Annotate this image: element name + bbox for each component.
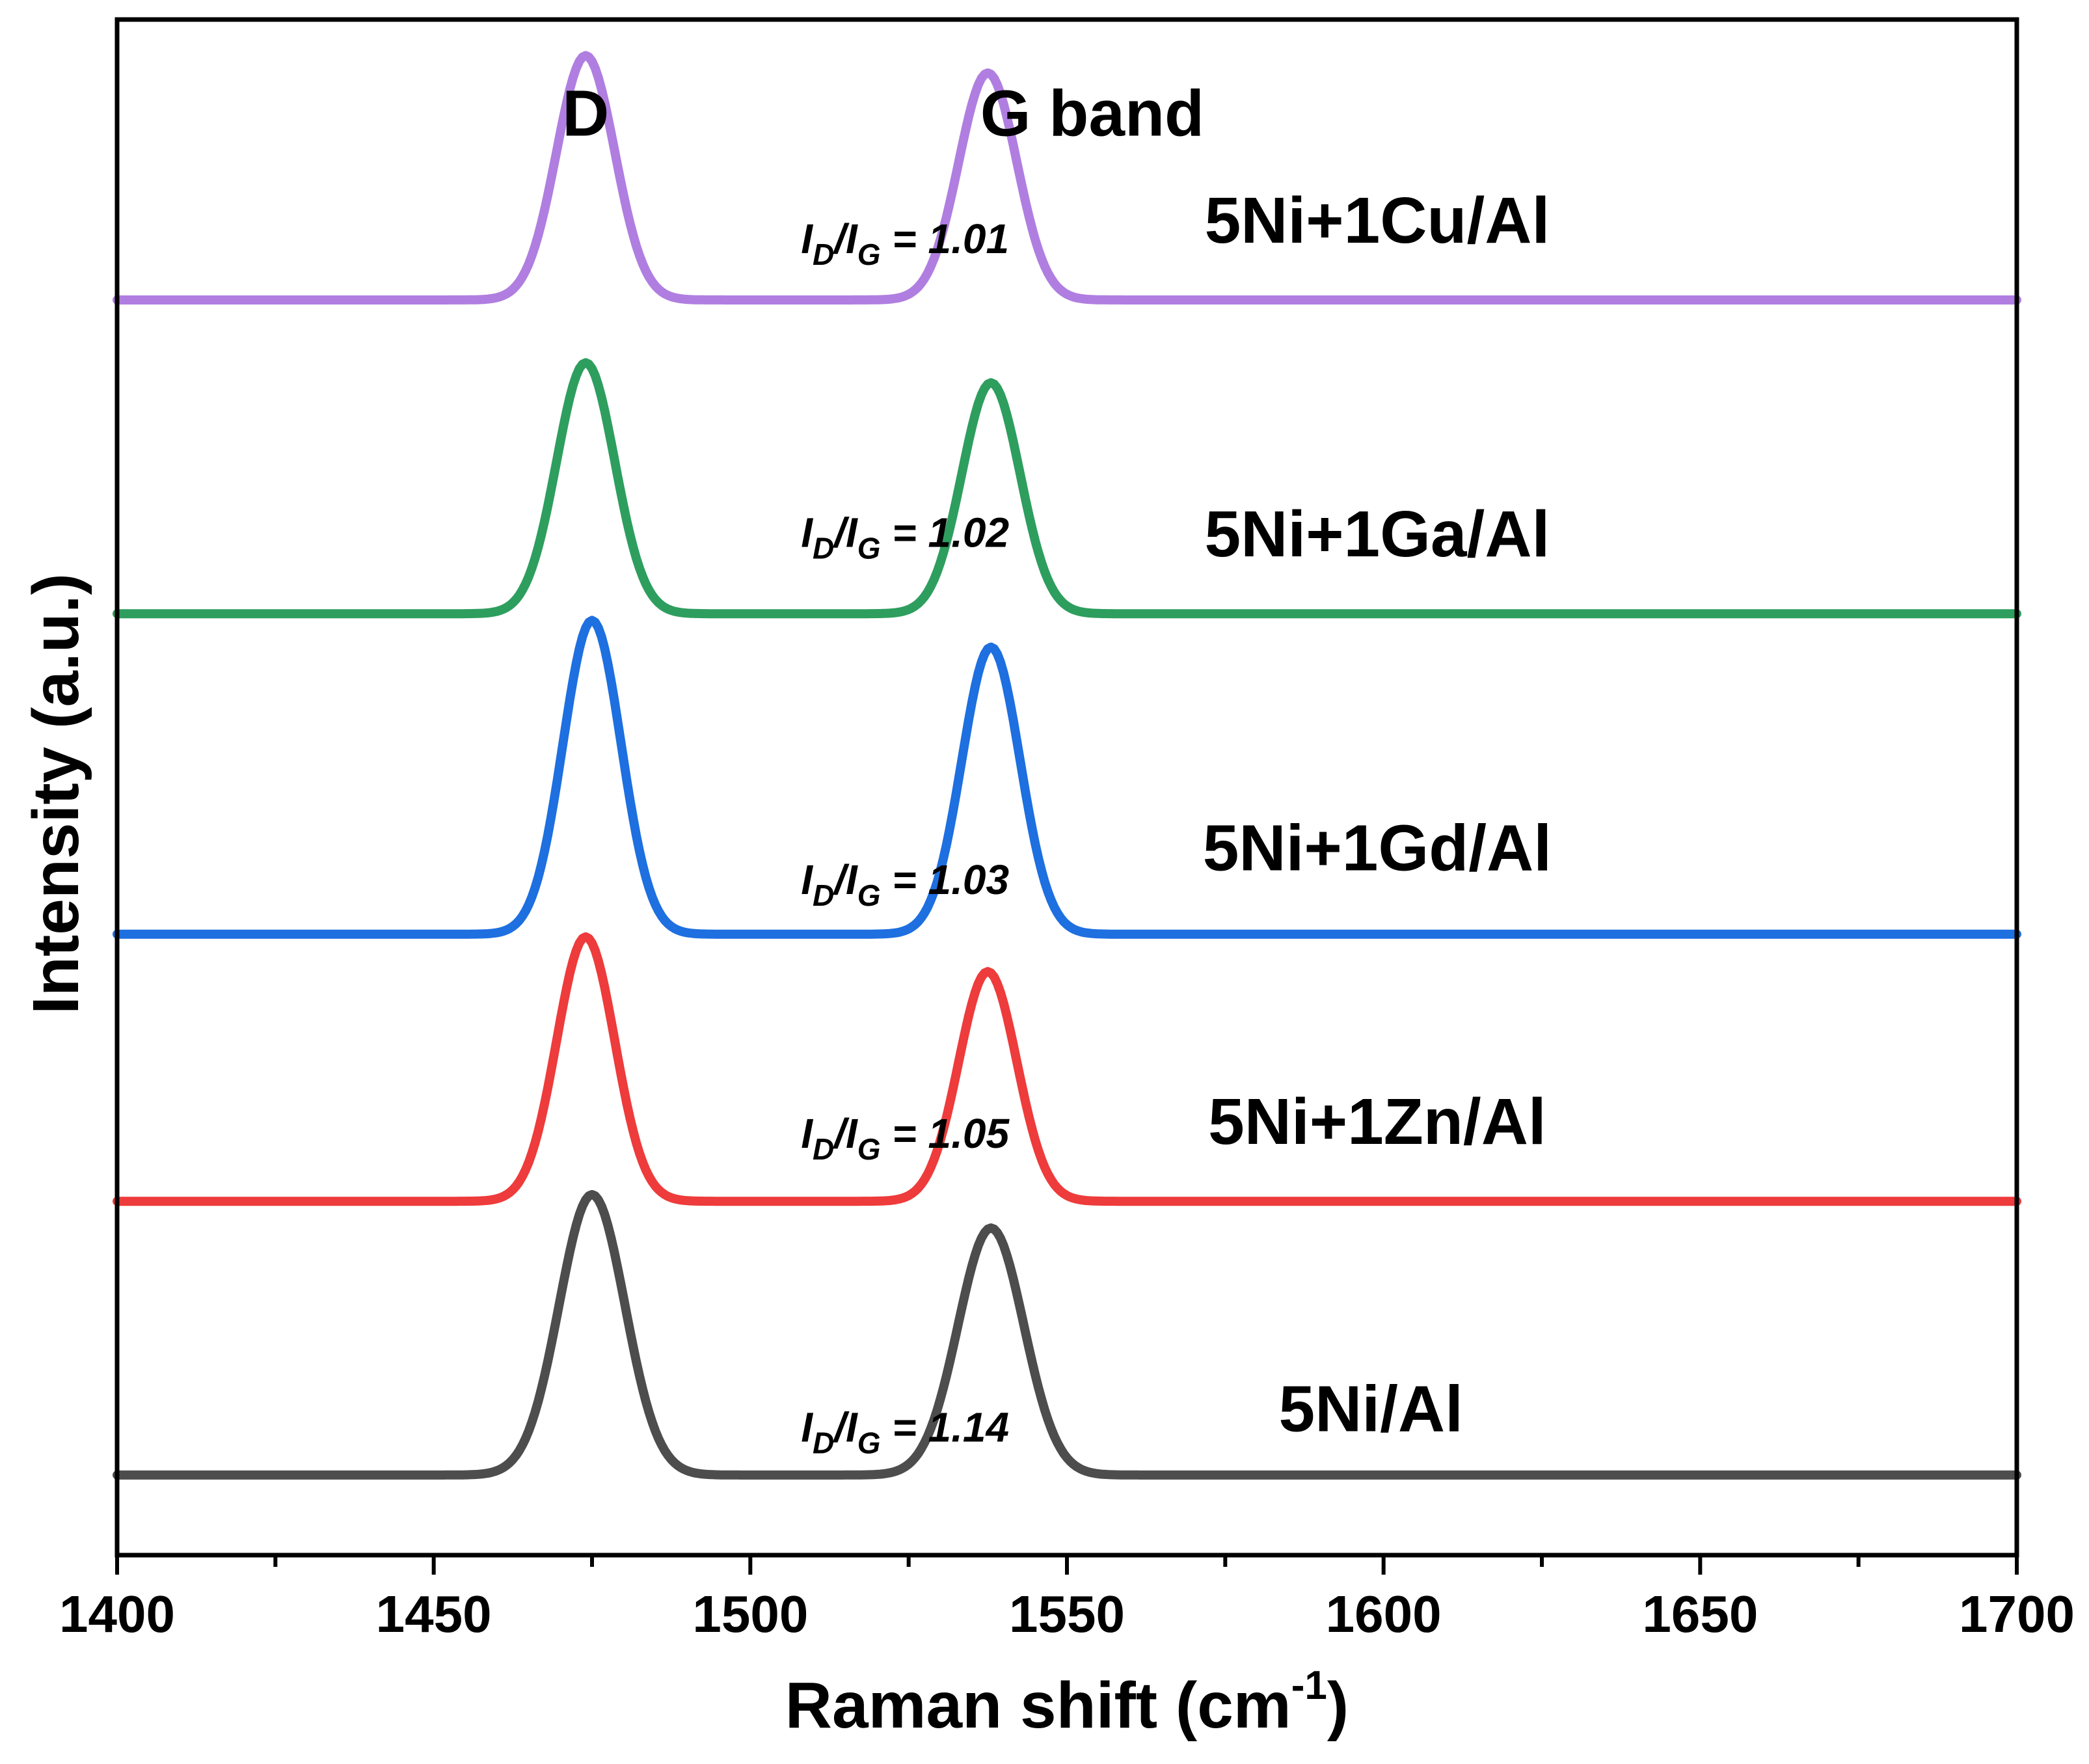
- ratio-slash: /I: [832, 856, 858, 903]
- peak-label: G band: [980, 77, 1204, 150]
- ratio-value: = 1.14: [881, 1404, 1010, 1451]
- x-tick-label: 1550: [1009, 1585, 1125, 1643]
- ratio-subscript-g: G: [857, 878, 881, 912]
- ratio-subscript-d: D: [813, 1132, 834, 1166]
- ratio-value: = 1.01: [881, 215, 1010, 262]
- series-line-5: [113, 51, 2021, 305]
- ratio-subscript-d: D: [813, 532, 834, 565]
- series-label: 5Ni+1Zn/Al: [1208, 1085, 1546, 1158]
- x-axis-title-end: ): [1327, 1669, 1349, 1742]
- ratio-prefix: I: [801, 1404, 813, 1451]
- series-label: 5Ni+1Cu/Al: [1205, 184, 1550, 257]
- x-axis-title-main: Raman shift (cm: [785, 1669, 1291, 1742]
- series-line-3: [113, 616, 2021, 939]
- series-label: 5Ni+1Gd/Al: [1203, 811, 1552, 884]
- ratio-subscript-d: D: [813, 878, 834, 912]
- ratio-prefix: I: [801, 509, 813, 556]
- ratio-subscript-g: G: [857, 532, 881, 565]
- x-tick-label: 1450: [376, 1585, 492, 1643]
- ratio-slash: /I: [832, 1110, 858, 1157]
- peak-label: D: [562, 77, 609, 150]
- x-tick-label: 1500: [692, 1585, 808, 1643]
- ratio-slash: /I: [832, 509, 858, 556]
- ratio-value: = 1.03: [881, 856, 1010, 903]
- ratio-subscript-g: G: [857, 1426, 881, 1460]
- ratio-subscript-g: G: [857, 237, 881, 271]
- ratio-value: = 1.05: [881, 1110, 1010, 1157]
- series-line-4: [113, 358, 2021, 619]
- ratio-value: = 1.02: [881, 509, 1010, 556]
- x-axis-title: Raman shift (cm-1): [785, 1663, 1349, 1742]
- series-label: 5Ni+1Ga/Al: [1205, 498, 1550, 571]
- x-tick-label: 1600: [1326, 1585, 1442, 1643]
- x-tick-label: 1700: [1959, 1585, 2075, 1643]
- series-label: 5Ni/Al: [1278, 1372, 1462, 1445]
- ratio-prefix: I: [801, 1110, 813, 1157]
- id-ig-ratio-label: ID/IG = 1.05: [801, 1110, 1010, 1166]
- ratio-slash: /I: [832, 215, 858, 262]
- series-line-2: [113, 932, 2021, 1206]
- id-ig-ratio-label: ID/IG = 1.03: [801, 856, 1009, 912]
- ratio-prefix: I: [801, 856, 813, 903]
- id-ig-ratio-label: ID/IG = 1.02: [801, 509, 1009, 565]
- x-tick-label: 1650: [1642, 1585, 1758, 1643]
- y-axis-title: Intensity (a.u.): [20, 573, 92, 1014]
- x-axis-title-superscript: -1: [1291, 1663, 1327, 1708]
- ratio-subscript-g: G: [857, 1132, 881, 1166]
- ratio-prefix: I: [801, 215, 813, 262]
- series-line-1: [113, 1189, 2021, 1480]
- x-tick-label: 1400: [59, 1585, 175, 1643]
- ratio-subscript-d: D: [813, 1426, 834, 1460]
- id-ig-ratio-label: ID/IG = 1.01: [801, 215, 1009, 271]
- series-layer: [113, 51, 2021, 1480]
- x-axis: 1400 1450 1500 1550 1600 1650 1700: [59, 1555, 2075, 1643]
- id-ig-ratio-label: ID/IG = 1.14: [801, 1404, 1009, 1460]
- ratio-subscript-d: D: [813, 237, 834, 271]
- ratio-slash: /I: [832, 1404, 858, 1451]
